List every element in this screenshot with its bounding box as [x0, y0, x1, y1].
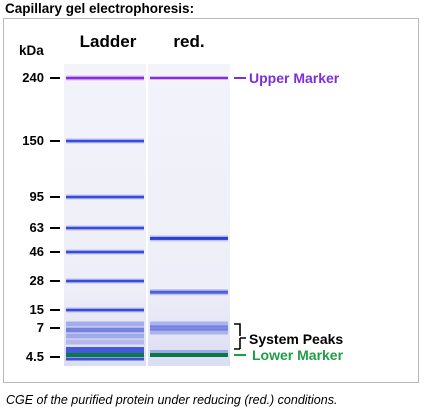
annotation-connectors — [234, 77, 246, 356]
ladder-lower-marker — [66, 357, 144, 361]
figure-caption: CGE of the purified protein under reduci… — [6, 393, 338, 407]
tick-label-46: 46 — [29, 244, 44, 259]
tick-mark-46 — [50, 251, 60, 253]
tick-mark-4-5 — [50, 356, 60, 358]
system-peaks-label: System Peaks — [249, 331, 344, 347]
sample-system-peak-1 — [150, 325, 228, 331]
lane-label-ladder: Ladder — [79, 32, 137, 51]
ladder-band-28 — [66, 279, 144, 283]
tick-mark-7 — [50, 327, 60, 329]
lower-marker-label: Lower Marker — [252, 347, 344, 363]
ladder-lower-marker — [66, 353, 144, 357]
figure-frame — [3, 18, 419, 383]
sample-band-55 — [150, 236, 228, 240]
ladder-lower-marker — [66, 347, 144, 353]
sample-band-240 — [150, 77, 228, 79]
gel-image — [64, 64, 230, 366]
ladder-system-peak-0 — [66, 321, 144, 327]
tick-label-63: 63 — [29, 220, 44, 235]
lane-label-reduced: red. — [173, 32, 205, 51]
ladder-band-95 — [66, 195, 144, 199]
tick-label-4-5: 4.5 — [25, 349, 44, 364]
ladder-band-15 — [66, 308, 144, 312]
sample-system-peak-2 — [150, 329, 228, 335]
tick-label-95: 95 — [29, 189, 44, 204]
tick-label-7: 7 — [36, 320, 44, 335]
tick-label-240: 240 — [22, 70, 44, 85]
tick-label-15: 15 — [29, 302, 44, 317]
tick-mark-150 — [50, 140, 60, 142]
sample-lower-marker — [150, 353, 228, 357]
figure-title: Capillary gel electrophoresis: — [5, 1, 195, 16]
ladder-system-peak-3 — [66, 339, 144, 345]
tick-mark-95 — [50, 196, 60, 198]
sample-band-22 — [150, 290, 228, 294]
tick-mark-63 — [50, 227, 60, 229]
sample-lower-marker — [150, 350, 228, 354]
sample-system-peak-0 — [150, 321, 228, 327]
sample-lane — [148, 64, 230, 366]
ladder-system-peak-1 — [66, 327, 144, 333]
ladder-band-46 — [66, 250, 144, 254]
tick-label-150: 150 — [22, 133, 44, 148]
ladder-band-240 — [66, 76, 144, 80]
tick-mark-28 — [50, 280, 60, 282]
tick-label-28: 28 — [29, 273, 44, 288]
ladder-band-150 — [66, 139, 144, 143]
system-peaks-bracket — [234, 323, 246, 350]
tick-mark-15 — [50, 309, 60, 311]
ladder-band-63 — [66, 226, 144, 230]
tick-mark-240 — [50, 77, 60, 79]
unit-label: kDa — [19, 43, 44, 58]
upper-marker-label: Upper Marker — [249, 70, 340, 86]
ladder-system-peak-2 — [66, 333, 144, 339]
ladder-lane — [64, 64, 146, 366]
